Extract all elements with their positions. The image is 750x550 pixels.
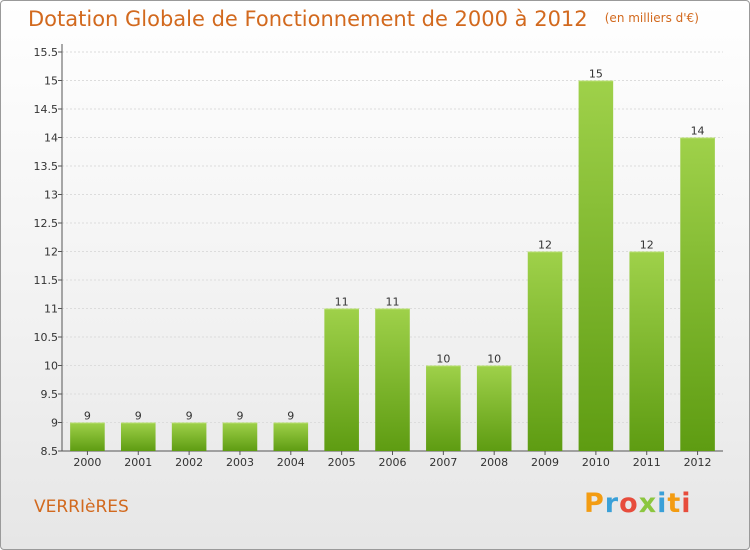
- x-tick-label: 2002: [175, 456, 203, 469]
- logo-letter: P: [584, 488, 605, 519]
- y-tick-label: 8.5: [41, 445, 59, 458]
- bar-value-label: 9: [287, 410, 294, 423]
- bar: [426, 365, 461, 451]
- logo-letter: i: [657, 488, 668, 519]
- x-tick-label: 2007: [429, 456, 457, 469]
- y-tick-label: 9: [51, 417, 58, 430]
- bar-value-label: 11: [386, 296, 400, 309]
- y-tick-label: 10: [44, 360, 58, 373]
- bar: [629, 251, 665, 451]
- y-tick-label: 15.5: [34, 46, 59, 59]
- y-tick-label: 14: [44, 132, 58, 145]
- logo-letter: i: [681, 488, 692, 519]
- chart-title: Dotation Globale de Fonctionnement de 20…: [28, 7, 588, 31]
- bar: [476, 365, 512, 451]
- y-tick-label: 12: [44, 246, 58, 259]
- x-tick-label: 2008: [480, 456, 508, 469]
- bar-value-label: 10: [487, 353, 501, 366]
- city-name: VERRIèRES: [34, 497, 129, 517]
- x-tick-label: 2001: [124, 456, 152, 469]
- bar: [222, 422, 258, 451]
- y-tick-label: 9.5: [41, 388, 59, 401]
- x-tick-label: 2006: [379, 456, 407, 469]
- proxiti-logo: Proxiti: [584, 488, 692, 519]
- x-tick-label: 2010: [582, 456, 610, 469]
- logo-letter: o: [619, 488, 639, 519]
- bar-value-label: 10: [436, 353, 450, 366]
- bar-value-label: 9: [236, 410, 243, 423]
- y-tick-label: 15: [44, 75, 58, 88]
- y-tick-label: 13: [44, 189, 58, 202]
- y-tick-label: 13.5: [34, 160, 59, 173]
- bar-value-label: 9: [186, 410, 193, 423]
- bar: [527, 251, 563, 451]
- x-tick-label: 2003: [226, 456, 254, 469]
- chart-title-block: Dotation Globale de Fonctionnement de 20…: [28, 7, 699, 31]
- bar: [375, 308, 410, 451]
- chart-unit: (en milliers d'€): [604, 11, 699, 25]
- y-tick-label: 14.5: [34, 103, 59, 116]
- x-tick-label: 2005: [328, 456, 356, 469]
- logo-letter: x: [638, 488, 658, 519]
- bar: [120, 422, 156, 451]
- bar: [273, 422, 309, 451]
- y-tick-label: 12.5: [34, 217, 59, 230]
- bar: [680, 137, 715, 451]
- logo-letter: t: [667, 488, 682, 519]
- bar-value-label: 9: [84, 410, 91, 423]
- bar-value-label: 12: [538, 239, 552, 252]
- y-tick-label: 10.5: [34, 331, 59, 344]
- logo-letter: r: [604, 488, 620, 519]
- x-tick-label: 2004: [277, 456, 305, 469]
- y-tick-label: 11.5: [34, 274, 59, 287]
- bar: [324, 308, 359, 451]
- x-tick-label: 2000: [73, 456, 101, 469]
- x-tick-label: 2011: [633, 456, 661, 469]
- bar-value-label: 9: [135, 410, 142, 423]
- bar-value-label: 15: [589, 68, 603, 81]
- x-tick-label: 2012: [684, 456, 712, 469]
- bar-value-label: 14: [691, 125, 705, 138]
- bar: [578, 80, 614, 451]
- bar: [70, 422, 105, 451]
- x-tick-label: 2009: [531, 456, 559, 469]
- bar-value-label: 12: [640, 239, 654, 252]
- bar-value-label: 11: [335, 296, 349, 309]
- y-tick-label: 11: [44, 303, 58, 316]
- bar: [171, 422, 207, 451]
